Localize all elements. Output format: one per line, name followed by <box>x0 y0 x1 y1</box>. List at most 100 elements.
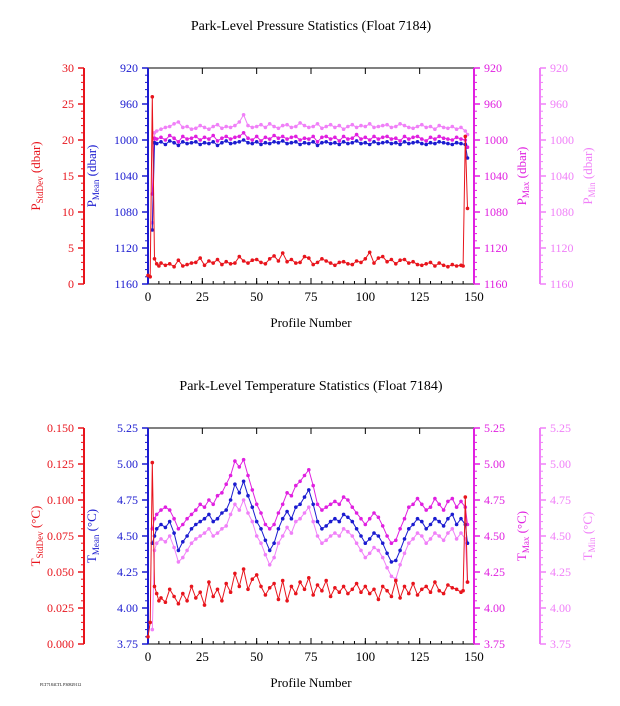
stddev-data-point <box>302 587 307 592</box>
stddev-data-point <box>220 599 224 603</box>
stddev-data-point <box>150 95 155 99</box>
min-data-point <box>354 125 359 130</box>
min-data-point <box>367 551 372 556</box>
max-data-point <box>198 138 202 142</box>
max-data-point <box>154 512 159 517</box>
max-data-point <box>215 493 220 498</box>
mean-y-tick-label: 4.50 <box>117 529 138 543</box>
stddev-data-point <box>454 264 459 268</box>
mean-data-point <box>224 508 228 512</box>
stddev-y-tick-label: 0.100 <box>47 493 74 507</box>
max-data-point <box>346 498 350 502</box>
stddev-data-point <box>354 581 359 586</box>
mean-data-point <box>359 141 363 146</box>
max-data-point <box>228 473 233 478</box>
mean-data-point <box>311 502 316 507</box>
min-data-point <box>233 502 237 507</box>
mean-y-tick-label: 4.00 <box>117 601 138 615</box>
max-data-point <box>428 135 433 140</box>
mean-data-point <box>367 142 372 147</box>
x-tick-label: 100 <box>356 289 376 304</box>
stddev-data-point <box>415 593 420 597</box>
x-tick-label: 75 <box>305 289 318 304</box>
stddev-data-point <box>454 587 459 592</box>
mean-data-point <box>263 140 268 145</box>
mean-data-point <box>198 519 202 524</box>
min-data-point <box>220 527 224 531</box>
stddev-data-point <box>441 263 446 268</box>
max-data-point <box>459 137 463 141</box>
mean-data-point <box>450 512 455 517</box>
mean-y-tick-label: 1120 <box>114 241 138 255</box>
stddev-data-point <box>359 590 363 594</box>
mean-data-point <box>428 140 433 145</box>
min-data-point <box>446 531 450 535</box>
stddev-data-point <box>320 257 324 261</box>
mean-y-tick-label: 4.25 <box>117 565 138 579</box>
max-data-point <box>363 135 368 140</box>
stddev-data-point <box>280 251 285 255</box>
max-data-point <box>289 135 294 140</box>
stddev-data-point <box>302 254 307 259</box>
stddev-data-point <box>389 594 394 599</box>
min-data-point <box>215 531 220 535</box>
max-data-point <box>385 534 389 538</box>
min-y-tick-label: 5.00 <box>550 457 571 471</box>
min-data-point <box>441 125 446 130</box>
mean-data-point <box>424 527 429 531</box>
max-data-point <box>220 136 224 140</box>
min-data-point <box>441 538 446 543</box>
mean-data-point <box>398 142 402 147</box>
stddev-data-point <box>465 580 470 584</box>
mean-data-point <box>333 140 337 145</box>
max-data-point <box>337 502 342 507</box>
mean-data-point <box>246 493 250 498</box>
max-data-point <box>207 137 211 141</box>
stddev-data-point <box>254 573 259 577</box>
stddev-data-point <box>350 262 355 267</box>
min-data-point <box>159 537 163 541</box>
mean-data-point <box>250 141 255 146</box>
stddev-data-point <box>350 587 355 592</box>
stddev-data-point <box>311 262 316 267</box>
max-data-point <box>346 137 350 141</box>
mean-data-point <box>189 140 194 145</box>
mean-data-point <box>441 524 446 528</box>
min-data-point <box>359 123 363 128</box>
mean-data-point <box>346 515 350 520</box>
mean-data-point <box>315 519 320 524</box>
max-y-tick-label: 4.00 <box>484 601 505 615</box>
stddev-data-point <box>224 581 228 586</box>
stddev-data-point <box>267 586 272 590</box>
stddev-data-point <box>259 584 263 589</box>
max-y-axis-label: PMax (dbar) <box>514 147 531 206</box>
min-data-point <box>333 531 337 535</box>
stddev-y-tick-label: 0.000 <box>47 637 74 651</box>
mean-y-tick-label: 5.25 <box>117 421 138 435</box>
min-data-point <box>372 125 376 130</box>
min-data-point <box>380 555 385 560</box>
min-data-point <box>224 524 228 528</box>
max-data-point <box>315 502 320 507</box>
mean-data-point <box>415 140 420 144</box>
mean-data-point <box>185 141 189 146</box>
mean-data-point <box>307 488 311 492</box>
min-data-point <box>263 125 268 130</box>
mean-data-point <box>328 519 333 524</box>
min-data-point <box>380 123 385 128</box>
min-data-point <box>437 123 442 128</box>
min-data-point <box>389 125 394 130</box>
max-data-point <box>276 511 281 515</box>
max-data-point <box>328 502 333 507</box>
stddev-data-point <box>346 591 350 596</box>
max-data-point <box>289 493 294 498</box>
stddev-series-line <box>147 96 468 278</box>
max-data-point <box>376 137 381 141</box>
max-data-point <box>202 505 207 510</box>
max-data-point <box>394 136 398 140</box>
max-data-point <box>367 138 372 142</box>
stddev-data-point <box>211 261 215 265</box>
max-data-point <box>433 496 437 501</box>
stddev-data-point <box>207 580 211 584</box>
stddev-y-tick-label: 15 <box>62 169 74 183</box>
